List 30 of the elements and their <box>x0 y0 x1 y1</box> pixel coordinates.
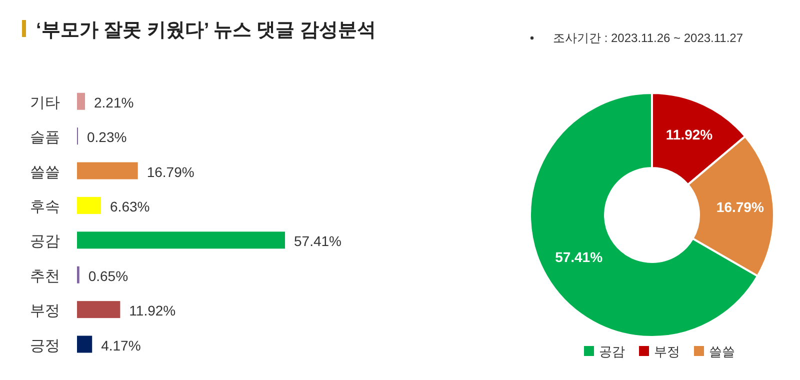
data-label: 11.92% <box>129 302 176 319</box>
y-tick-label: 공감 <box>30 233 60 250</box>
data-label: 6.63% <box>110 198 150 214</box>
data-label: 4.17% <box>101 337 141 354</box>
legend-label: 부정 <box>654 344 680 359</box>
data-label: 11.92% <box>666 126 714 143</box>
legend-label: 쓸쓸 <box>709 344 735 359</box>
bar <box>77 336 92 353</box>
y-tick-label: 추천 <box>30 268 60 285</box>
y-tick-label: 부정 <box>30 302 60 320</box>
data-label: 57.41% <box>294 233 342 250</box>
bar <box>77 301 120 318</box>
y-tick-label: 슬픔 <box>30 129 60 146</box>
y-tick-label: 후속 <box>30 198 60 216</box>
y-tick-label: 기타 <box>30 94 60 112</box>
text: 조사기간 : 2023.11.26 ~ 2023.11.27 <box>553 31 744 45</box>
legend-label: 공감 <box>599 344 625 359</box>
data-label: 57.41% <box>555 249 604 266</box>
data-label: 16.79% <box>146 164 194 180</box>
y-tick-label: 쓸쓸 <box>30 164 60 181</box>
bar <box>77 196 102 214</box>
bar <box>77 162 138 180</box>
bar <box>77 92 86 110</box>
chart-title: ‘부모가 잘못 키웠다’ 뉴스 댓글 감성분석 <box>36 20 376 41</box>
bar <box>77 232 285 249</box>
data-label: 2.21% <box>94 94 134 110</box>
data-label: 16.79% <box>716 199 764 216</box>
data-label: 0.23% <box>87 129 127 146</box>
y-tick-label: 긍정 <box>30 337 60 354</box>
data-label: 0.65% <box>88 268 128 284</box>
